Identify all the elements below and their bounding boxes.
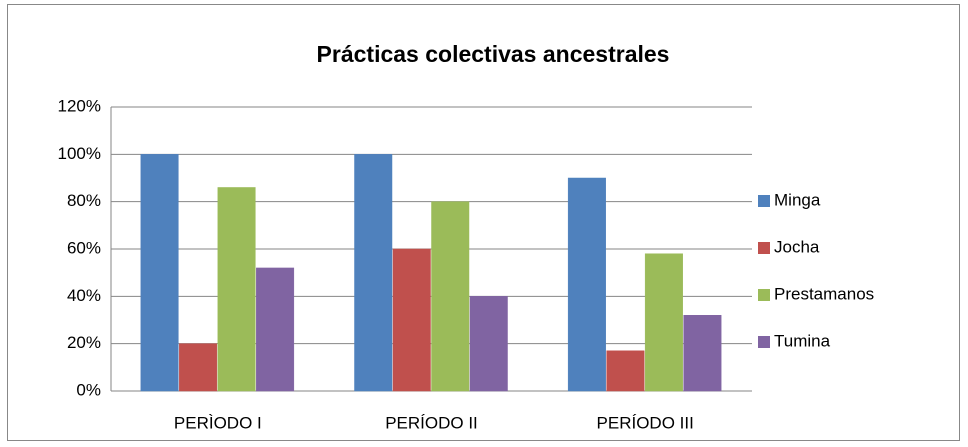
y-tick-label: 20% [67, 333, 101, 352]
bar [606, 350, 645, 392]
bar [431, 201, 470, 392]
legend-swatch [758, 336, 770, 348]
x-tick-label: PERÌODO I [174, 413, 262, 432]
x-tick-label: PERÍODO III [597, 413, 694, 432]
bar [567, 177, 606, 392]
y-tick-label: 80% [67, 191, 101, 210]
legend-swatch [758, 289, 770, 301]
bar [179, 343, 218, 392]
legend-swatch [758, 242, 770, 254]
bar [683, 315, 722, 392]
y-tick-label: 40% [67, 286, 101, 305]
bar [140, 154, 179, 392]
y-tick-label: 0% [76, 380, 101, 399]
legend-swatch [758, 195, 770, 207]
x-tick-label: PERÍODO II [385, 413, 478, 432]
y-tick-label: 60% [67, 238, 101, 257]
bar [469, 296, 508, 392]
bar [256, 267, 295, 392]
bar [217, 187, 256, 392]
bar [392, 248, 431, 392]
bar [644, 253, 683, 392]
legend-label: Minga [774, 190, 821, 209]
legend-label: Prestamanos [774, 284, 874, 303]
legend-label: Jocha [774, 237, 820, 256]
bar [354, 154, 393, 392]
y-tick-label: 120% [58, 96, 101, 115]
y-tick-label: 100% [58, 144, 101, 163]
chart-title: Prácticas colectivas ancestrales [317, 41, 670, 67]
legend-label: Tumina [774, 331, 831, 350]
